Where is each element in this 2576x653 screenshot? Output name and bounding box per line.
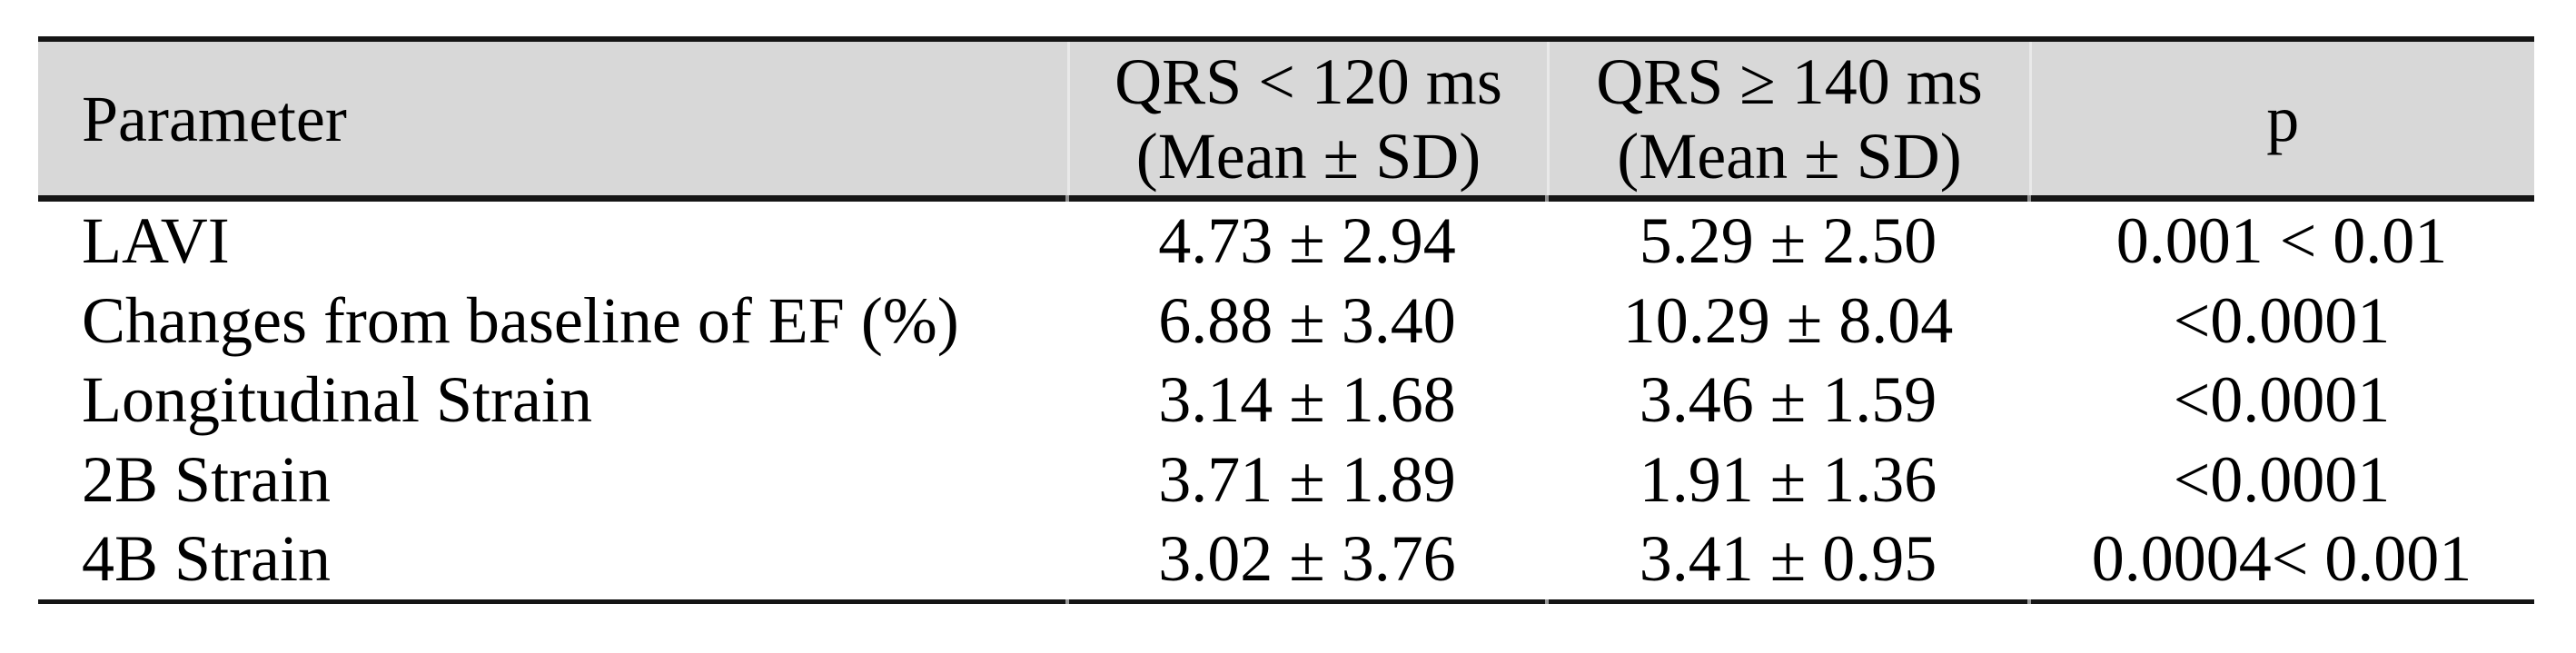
cell-parameter: 4B Strain xyxy=(82,522,332,596)
cell-p-value: <0.0001 xyxy=(2173,363,2391,437)
table-row: 2B Strain 3.71 ± 1.89 1.91 ± 1.36 <0.000… xyxy=(38,440,2534,519)
header-cell-parameter: Parameter xyxy=(38,42,1067,195)
header-qrs-ge-140-line1: QRS ≥ 140 ms xyxy=(1596,45,1983,118)
header-cell-p: p xyxy=(2029,42,2534,195)
cell-qrs-lt-120: 3.02 ± 3.76 xyxy=(1158,522,1456,596)
cell-parameter: 2B Strain xyxy=(82,442,332,516)
table-row: LAVI 4.73 ± 2.94 5.29 ± 2.50 0.001 < 0.0… xyxy=(38,202,2534,282)
cell-parameter: Changes from baseline of EF (%) xyxy=(82,283,959,357)
header-cell-qrs-lt-120: QRS < 120 ms (Mean ± SD) xyxy=(1067,42,1547,195)
cell-qrs-lt-120: 6.88 ± 3.40 xyxy=(1158,283,1456,357)
bottom-border-notch xyxy=(2027,599,2031,604)
cell-p-value: 0.001 < 0.01 xyxy=(2115,204,2448,278)
bottom-border-notch xyxy=(1545,599,1549,604)
cell-qrs-ge-140: 1.91 ± 1.36 xyxy=(1639,442,1937,516)
table-header-row: Parameter QRS < 120 ms (Mean ± SD) QRS ≥… xyxy=(38,42,2534,202)
header-qrs-lt-120-line1: QRS < 120 ms xyxy=(1115,45,1502,118)
cell-parameter: Longitudinal Strain xyxy=(82,363,592,437)
cell-qrs-ge-140: 5.29 ± 2.50 xyxy=(1639,204,1937,278)
cell-parameter: LAVI xyxy=(82,204,230,278)
header-border-notch xyxy=(1545,195,1549,202)
cell-qrs-lt-120: 3.71 ± 1.89 xyxy=(1158,442,1456,516)
header-qrs-lt-120-line2: (Mean ± SD) xyxy=(1135,119,1481,193)
cell-qrs-lt-120: 3.14 ± 1.68 xyxy=(1158,363,1456,437)
cell-qrs-ge-140: 10.29 ± 8.04 xyxy=(1622,283,1954,357)
header-cell-qrs-ge-140: QRS ≥ 140 ms (Mean ± SD) xyxy=(1547,42,2029,195)
header-border-notch xyxy=(2027,195,2031,202)
results-table: Parameter QRS < 120 ms (Mean ± SD) QRS ≥… xyxy=(38,36,2534,604)
cell-qrs-ge-140: 3.46 ± 1.59 xyxy=(1639,363,1937,437)
cell-qrs-lt-120: 4.73 ± 2.94 xyxy=(1158,204,1456,278)
cell-p-value: 0.0004< 0.001 xyxy=(2091,522,2472,596)
cell-p-value: <0.0001 xyxy=(2173,442,2391,516)
table-row: Longitudinal Strain 3.14 ± 1.68 3.46 ± 1… xyxy=(38,361,2534,440)
header-p-label: p xyxy=(2266,82,2300,155)
header-border-notch xyxy=(1065,195,1069,202)
table-row: Changes from baseline of EF (%) 6.88 ± 3… xyxy=(38,281,2534,361)
cell-qrs-ge-140: 3.41 ± 0.95 xyxy=(1639,522,1937,596)
header-qrs-ge-140-line2: (Mean ± SD) xyxy=(1617,119,1962,193)
table-row: 4B Strain 3.02 ± 3.76 3.41 ± 0.95 0.0004… xyxy=(38,519,2534,599)
header-parameter-label: Parameter xyxy=(82,82,347,155)
bottom-border-notch xyxy=(1065,599,1069,604)
cell-p-value: <0.0001 xyxy=(2173,283,2391,357)
